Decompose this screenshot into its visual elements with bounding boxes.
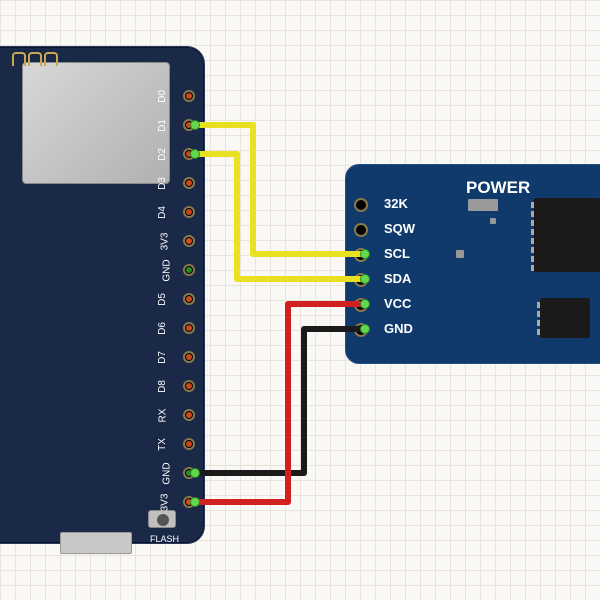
nodemcu-pin-label: D2	[157, 148, 168, 161]
rtc-pin-32k[interactable]	[354, 198, 368, 212]
ds3231-chip	[534, 198, 600, 272]
nodemcu-pin-label: GND	[162, 259, 173, 281]
nodemcu-pin-label: D6	[157, 322, 168, 335]
flash-button[interactable]	[148, 510, 176, 528]
nodemcu-pin-label: GND	[162, 462, 173, 484]
rtc-pin-label: VCC	[384, 296, 411, 311]
esp8266-shield	[22, 62, 170, 184]
rtc-pin-label: SDA	[384, 271, 411, 286]
sda-wire-endpoint	[360, 274, 370, 284]
gnd-wire-endpoint	[190, 468, 200, 478]
vcc-wire-endpoint	[360, 299, 370, 309]
gnd-wire-endpoint	[360, 324, 370, 334]
rtc-pin-sqw[interactable]	[354, 223, 368, 237]
vcc-wire-endpoint	[190, 497, 200, 507]
flash-label: FLASH	[150, 534, 179, 544]
eeprom-chip	[540, 298, 590, 338]
rtc-pin-label: 32K	[384, 196, 408, 211]
rtc-power-label: POWER	[466, 178, 530, 198]
nodemcu-pin-label: 3V3	[159, 233, 170, 251]
nodemcu-pin-label: D1	[157, 119, 168, 132]
nodemcu-pin-label: 3V3	[159, 494, 170, 512]
nodemcu-pin-label: D3	[157, 177, 168, 190]
nodemcu-pin-label: D0	[157, 90, 168, 103]
usb-port	[60, 532, 132, 554]
rtc-pin-label: SQW	[384, 221, 415, 236]
nodemcu-pin-label: D4	[157, 206, 168, 219]
scl-wire-endpoint	[360, 249, 370, 259]
rtc-pin-label: SCL	[384, 246, 410, 261]
nodemcu-pin-label: RX	[157, 409, 168, 423]
nodemcu-pin-label: TX	[157, 438, 168, 451]
sda-wire-endpoint	[190, 149, 200, 159]
scl-wire-endpoint	[190, 120, 200, 130]
nodemcu-pin-label: D5	[157, 293, 168, 306]
nodemcu-pin-label: D8	[157, 380, 168, 393]
nodemcu-pin-label: D7	[157, 351, 168, 364]
rtc-pin-label: GND	[384, 321, 413, 336]
